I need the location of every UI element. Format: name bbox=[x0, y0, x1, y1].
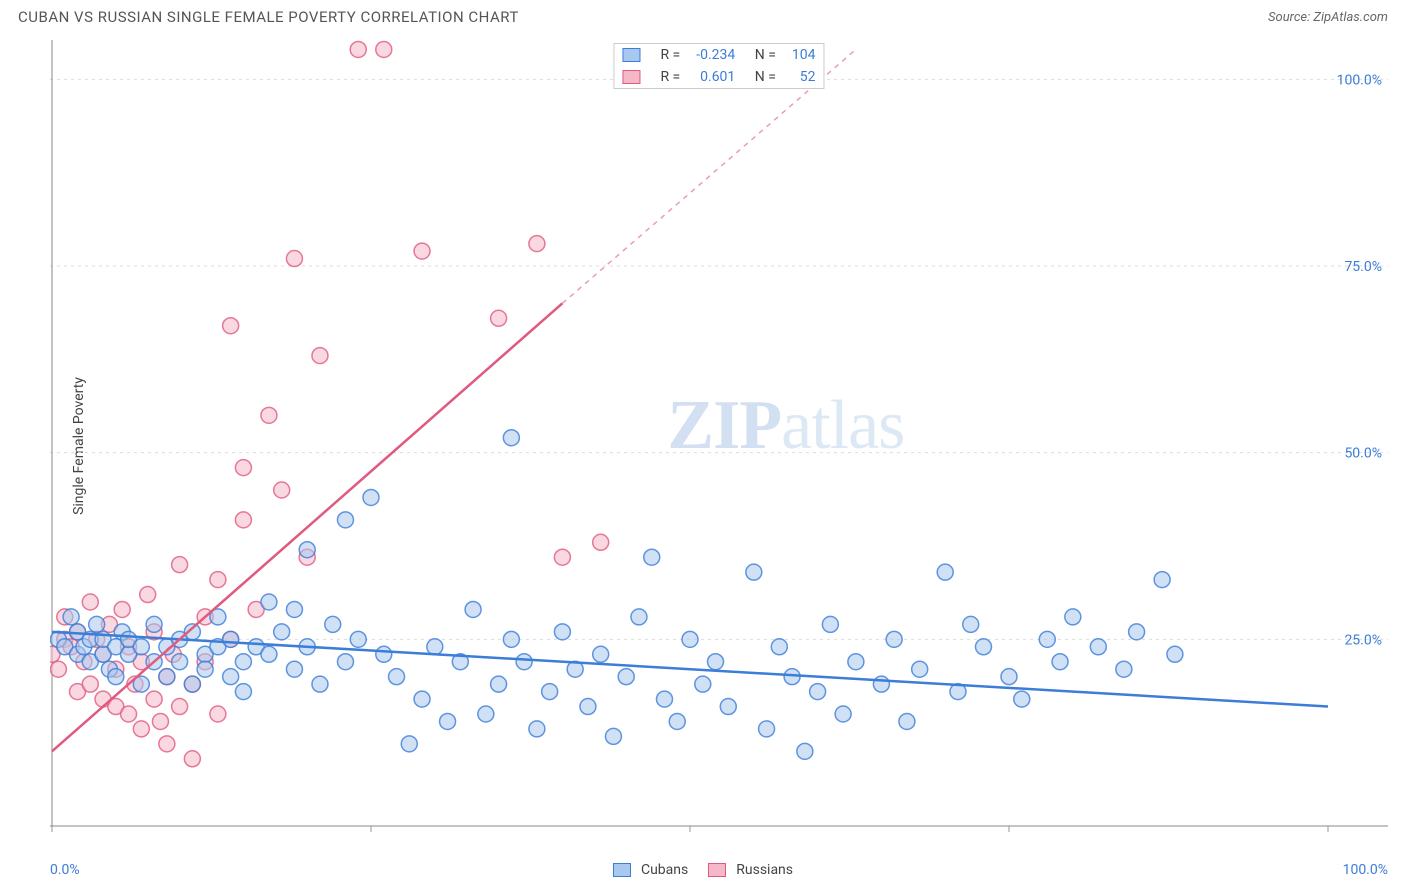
legend-label: Cubans bbox=[641, 862, 688, 878]
series-legend: Cubans Russians bbox=[613, 862, 793, 878]
legend-label: Russians bbox=[736, 862, 793, 878]
legend-item: Russians bbox=[708, 862, 793, 878]
legend-item: Cubans bbox=[613, 862, 688, 878]
scatter-plot: 25.0% 50.0% 75.0% 100.0% bbox=[50, 40, 1388, 844]
svg-text:100.0%: 100.0% bbox=[1337, 72, 1382, 88]
chart-container: 25.0% 50.0% 75.0% 100.0% R = -0.234 N = 104… bbox=[50, 40, 1388, 844]
stats-row: R = 0.601 N = 52 bbox=[614, 66, 823, 88]
svg-text:25.0%: 25.0% bbox=[1344, 632, 1382, 648]
source-label: Source: ZipAtlas.com bbox=[1268, 10, 1388, 25]
stats-row: R = -0.234 N = 104 bbox=[614, 44, 823, 66]
svg-text:50.0%: 50.0% bbox=[1344, 446, 1382, 462]
chart-title: CUBAN VS RUSSIAN SINGLE FEMALE POVERTY C… bbox=[18, 8, 519, 26]
stats-legend: R = -0.234 N = 104 R = 0.601 N = 52 bbox=[613, 43, 824, 89]
x-axis-max: 100.0% bbox=[1343, 862, 1388, 878]
x-axis-min: 0.0% bbox=[50, 862, 80, 878]
svg-text:75.0%: 75.0% bbox=[1344, 259, 1382, 275]
